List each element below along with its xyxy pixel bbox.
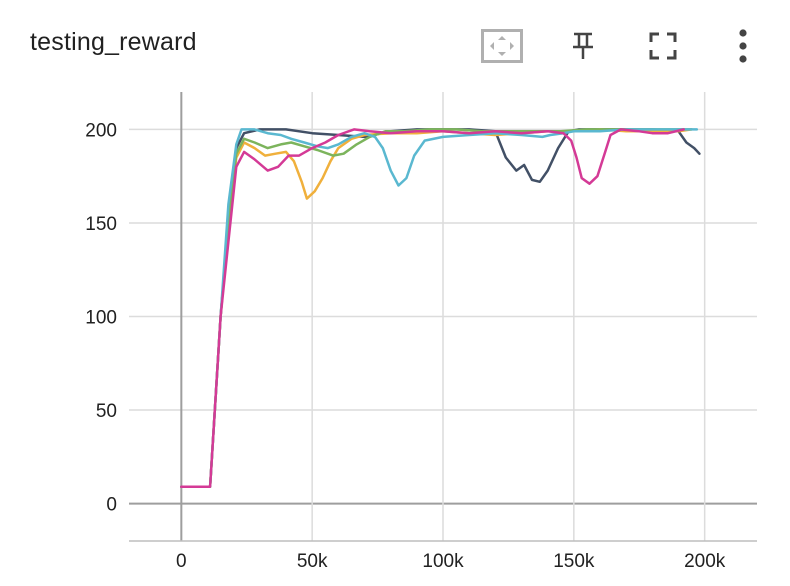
card-title: testing_reward: [30, 28, 197, 56]
more-vertical-icon: [738, 29, 748, 63]
series-line-2: [180, 128, 693, 488]
x-tick-label: 150k: [553, 551, 595, 572]
x-tick-label: 100k: [422, 551, 464, 572]
series-line-5: [180, 128, 685, 488]
pin-button[interactable]: [561, 26, 605, 66]
chart-series: [180, 128, 701, 488]
y-tick-label: 0: [106, 495, 117, 516]
y-tick-label: 50: [96, 401, 117, 422]
pin-icon: [571, 31, 595, 61]
fit-domain-button[interactable]: [480, 26, 524, 66]
y-tick-label: 100: [85, 308, 117, 329]
fullscreen-button[interactable]: [641, 26, 685, 66]
x-tick-label: 200k: [684, 551, 726, 572]
x-tick-label: 0: [176, 551, 187, 572]
y-tick-label: 200: [85, 120, 117, 141]
chart-grid: [129, 92, 757, 541]
more-options-button[interactable]: [721, 26, 765, 66]
chart-tick-labels: 0 50 100 150 200 0 50k 100k 150k 200k: [85, 120, 725, 572]
series-line-3: [180, 128, 693, 488]
series-line-4: [180, 128, 699, 488]
x-tick-label: 50k: [297, 551, 328, 572]
fullscreen-icon: [649, 32, 677, 60]
fit-to-data-icon: [481, 29, 523, 63]
card-header: testing_reward: [0, 0, 790, 90]
series-line-1: [180, 128, 701, 488]
y-tick-label: 150: [85, 214, 117, 235]
